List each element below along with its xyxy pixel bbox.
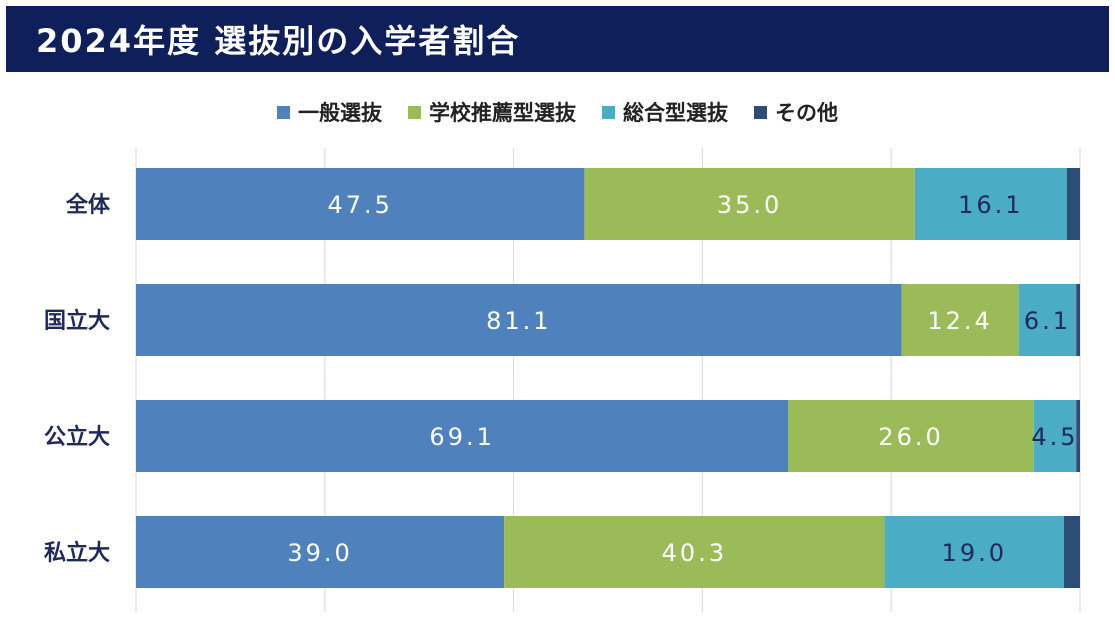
legend-swatch-school-recommendation bbox=[408, 105, 421, 119]
data-label: 40.3 bbox=[662, 539, 727, 567]
data-label: 6.1 bbox=[1024, 307, 1071, 335]
chart-legend: 一般選抜 学校推薦型選抜 総合型選抜 その他 bbox=[0, 96, 1115, 128]
legend-item-other: その他 bbox=[754, 97, 838, 127]
legend-item-comprehensive: 総合型選抜 bbox=[602, 97, 728, 127]
data-label: 81.1 bbox=[486, 307, 551, 335]
bar-segment bbox=[136, 284, 902, 356]
bar-segment bbox=[1076, 284, 1080, 356]
data-label: 4.5 bbox=[1031, 423, 1078, 451]
category-label: 国立大 bbox=[44, 308, 110, 334]
bar-segment bbox=[136, 516, 505, 588]
bar-segment bbox=[1076, 400, 1080, 472]
bar-segment bbox=[914, 168, 1067, 240]
bar-segment bbox=[1066, 168, 1080, 240]
legend-swatch-comprehensive bbox=[602, 105, 615, 119]
bar-segment bbox=[136, 400, 789, 472]
legend-label-comprehensive: 総合型選抜 bbox=[623, 101, 728, 125]
bar-segment bbox=[1063, 516, 1080, 588]
bar-segment bbox=[788, 400, 1034, 472]
legend-item-general: 一般選抜 bbox=[277, 97, 382, 127]
data-label: 69.1 bbox=[429, 423, 494, 451]
page-title: 2024年度 選抜別の入学者割合 bbox=[36, 22, 521, 60]
data-label: 16.1 bbox=[958, 191, 1023, 219]
bar-segment bbox=[1033, 400, 1077, 472]
data-label: 35.0 bbox=[717, 191, 782, 219]
legend-label-school-recommendation: 学校推薦型選抜 bbox=[429, 101, 576, 125]
category-label: 全体 bbox=[65, 192, 111, 218]
bar-segment bbox=[1018, 284, 1077, 356]
bar-segment bbox=[901, 284, 1019, 356]
legend-label-general: 一般選抜 bbox=[298, 101, 382, 125]
data-label: 39.0 bbox=[287, 539, 352, 567]
legend-item-school-recommendation: 学校推薦型選抜 bbox=[408, 97, 576, 127]
title-band: 2024年度 選抜別の入学者割合 bbox=[6, 6, 1109, 72]
data-label: 19.0 bbox=[942, 539, 1007, 567]
bar-segment bbox=[136, 168, 585, 240]
legend-swatch-other bbox=[754, 105, 767, 119]
category-label: 公立大 bbox=[44, 424, 110, 450]
legend-label-other: その他 bbox=[775, 101, 838, 125]
data-label: 47.5 bbox=[327, 191, 392, 219]
data-label: 26.0 bbox=[878, 423, 943, 451]
bar-segment bbox=[584, 168, 915, 240]
data-label: 12.4 bbox=[927, 307, 992, 335]
category-label: 私立大 bbox=[44, 540, 110, 566]
legend-swatch-general bbox=[277, 105, 290, 119]
bar-segment bbox=[504, 516, 885, 588]
bar-segment bbox=[884, 516, 1064, 588]
